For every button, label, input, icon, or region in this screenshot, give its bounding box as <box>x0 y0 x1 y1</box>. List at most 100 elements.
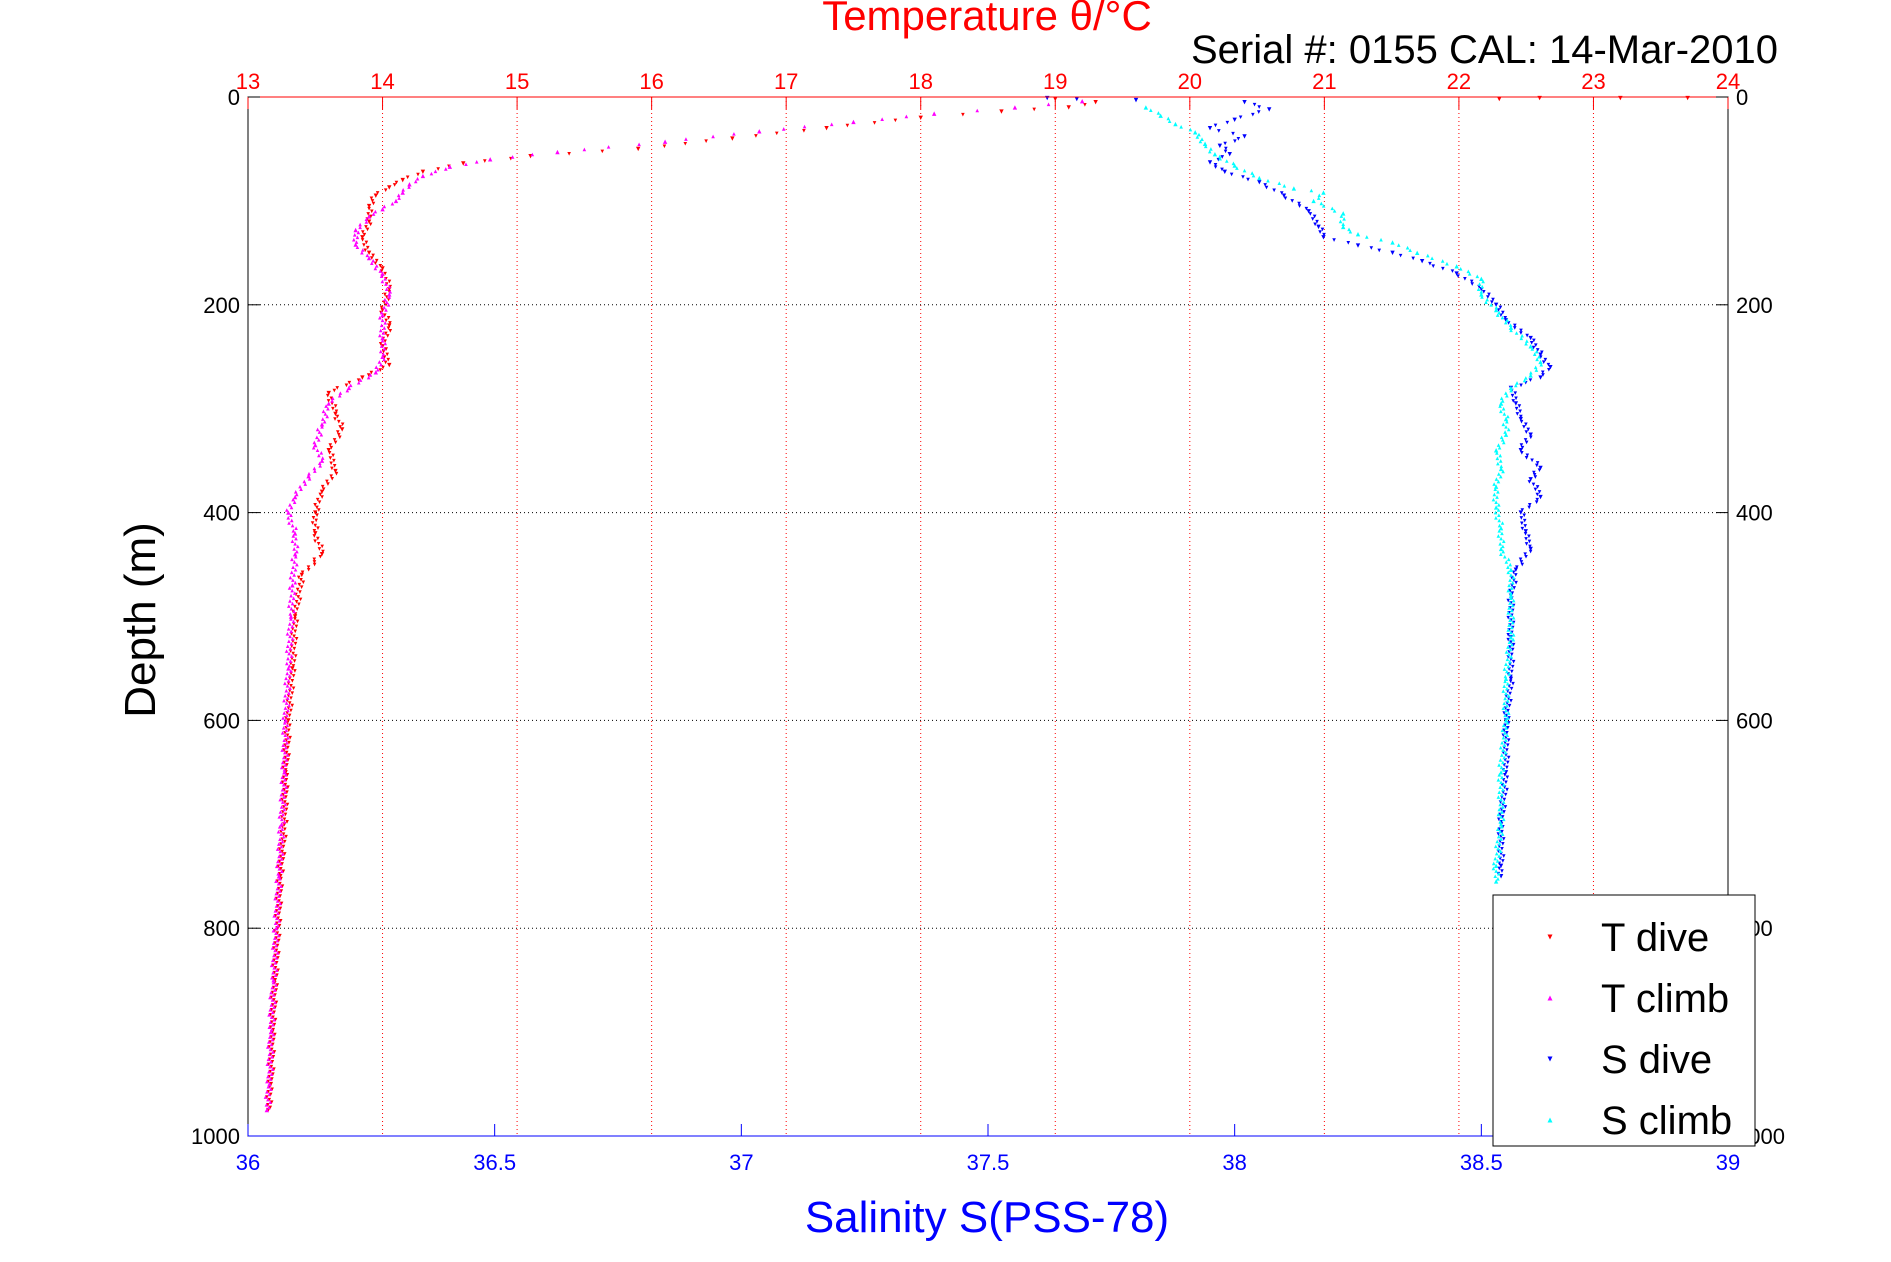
data-point <box>329 461 333 466</box>
data-point <box>1515 565 1519 569</box>
data-point <box>1493 448 1499 453</box>
data-point <box>335 386 340 390</box>
data-point <box>1272 188 1276 193</box>
data-point <box>1495 451 1499 455</box>
data-point <box>1505 721 1510 725</box>
data-point <box>1505 318 1510 322</box>
data-point <box>1520 450 1524 455</box>
data-point <box>362 243 366 247</box>
data-point <box>1520 526 1525 531</box>
data-point <box>284 795 288 799</box>
data-point <box>405 175 410 180</box>
data-point <box>340 422 345 427</box>
data-layer <box>263 95 1690 1113</box>
data-point <box>298 484 302 489</box>
data-point <box>1526 427 1531 432</box>
data-point <box>1510 669 1514 674</box>
data-point <box>290 601 295 606</box>
data-point <box>1498 758 1503 762</box>
data-point <box>288 686 292 691</box>
data-point <box>332 464 337 468</box>
data-point <box>337 432 341 437</box>
data-point <box>1202 141 1208 146</box>
data-point <box>1167 119 1172 124</box>
data-point <box>1528 477 1533 482</box>
legend-marker <box>1547 995 1553 1001</box>
data-point <box>1495 859 1500 863</box>
data-point <box>278 797 283 802</box>
data-point <box>285 773 290 777</box>
data-point <box>321 409 326 414</box>
data-point <box>1498 546 1504 552</box>
data-point <box>274 904 279 908</box>
data-point <box>268 1064 272 1069</box>
data-point <box>1493 856 1498 861</box>
data-point <box>289 606 294 611</box>
data-point <box>1506 716 1510 720</box>
data-point <box>1475 274 1480 279</box>
data-point <box>270 1055 274 1059</box>
data-point <box>285 661 289 666</box>
data-point <box>331 453 335 458</box>
data-point <box>1506 726 1510 730</box>
data-point <box>289 641 294 646</box>
data-point <box>288 503 292 507</box>
data-point <box>1505 419 1509 424</box>
data-point <box>1493 505 1499 510</box>
data-point <box>1509 591 1513 595</box>
data-point <box>276 911 280 916</box>
y-tick-label-left: 400 <box>203 501 240 526</box>
data-point <box>1524 456 1529 460</box>
data-point <box>378 368 383 372</box>
data-point <box>1540 370 1545 375</box>
data-point <box>297 602 301 607</box>
data-point <box>318 464 323 468</box>
data-point <box>1156 111 1161 115</box>
data-point <box>283 777 287 782</box>
data-point <box>1231 131 1235 136</box>
data-point <box>289 629 293 634</box>
data-point <box>1507 623 1511 627</box>
data-point <box>1220 167 1224 172</box>
data-point <box>1501 406 1506 411</box>
data-point <box>1529 435 1533 440</box>
data-point <box>1497 445 1502 450</box>
data-point <box>390 201 395 206</box>
data-point <box>1504 650 1509 654</box>
data-point <box>1256 110 1261 114</box>
data-point <box>1505 787 1509 792</box>
data-point <box>1242 99 1247 105</box>
data-point <box>1158 113 1163 118</box>
data-point <box>1316 224 1321 230</box>
data-point <box>287 651 291 656</box>
data-point <box>293 612 298 616</box>
data-point <box>1501 782 1506 787</box>
data-point <box>802 124 807 129</box>
data-point <box>264 1107 270 1113</box>
data-point <box>1308 212 1313 216</box>
data-point <box>1491 861 1496 866</box>
data-point <box>289 570 294 575</box>
x-top-tick-label: 16 <box>639 69 663 94</box>
data-point <box>387 279 392 284</box>
data-point <box>1514 331 1519 335</box>
data-point <box>1522 518 1527 523</box>
data-point <box>1493 302 1499 307</box>
data-point <box>277 918 282 923</box>
data-point <box>282 721 287 725</box>
data-point <box>383 292 387 297</box>
data-point <box>380 354 385 359</box>
data-point <box>1509 573 1513 577</box>
data-point <box>365 253 370 258</box>
data-point <box>329 474 333 479</box>
data-point <box>382 346 387 351</box>
data-point <box>382 326 387 330</box>
data-point <box>295 587 300 592</box>
data-point <box>1499 409 1503 414</box>
data-point <box>287 586 292 590</box>
data-point <box>339 427 345 432</box>
data-point <box>376 367 380 372</box>
data-point <box>366 212 370 216</box>
data-point <box>313 531 318 536</box>
series-t-dive <box>265 95 1690 1113</box>
